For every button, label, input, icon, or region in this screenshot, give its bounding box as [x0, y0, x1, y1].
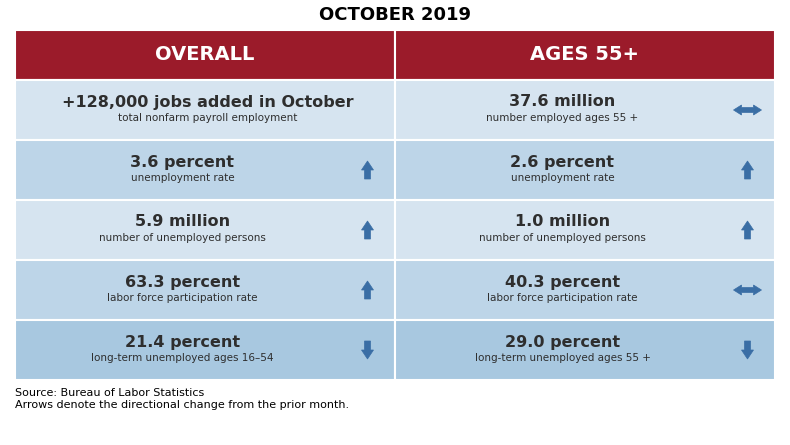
Polygon shape — [733, 285, 762, 295]
Polygon shape — [362, 341, 374, 359]
FancyBboxPatch shape — [15, 30, 395, 80]
FancyBboxPatch shape — [395, 320, 775, 380]
Text: OCTOBER 2019: OCTOBER 2019 — [319, 6, 471, 24]
Text: unemployment rate: unemployment rate — [130, 173, 235, 183]
FancyBboxPatch shape — [395, 140, 775, 200]
FancyBboxPatch shape — [15, 260, 395, 320]
FancyBboxPatch shape — [395, 30, 775, 80]
Text: number of unemployed persons: number of unemployed persons — [99, 233, 266, 243]
Text: total nonfarm payroll employment: total nonfarm payroll employment — [118, 113, 297, 123]
FancyBboxPatch shape — [15, 140, 395, 200]
Polygon shape — [362, 161, 374, 179]
FancyBboxPatch shape — [395, 80, 775, 140]
Text: OVERALL: OVERALL — [156, 45, 254, 65]
Text: number of unemployed persons: number of unemployed persons — [479, 233, 646, 243]
Text: labor force participation rate: labor force participation rate — [107, 293, 258, 303]
Text: unemployment rate: unemployment rate — [510, 173, 615, 183]
Text: labor force participation rate: labor force participation rate — [487, 293, 638, 303]
FancyBboxPatch shape — [15, 320, 395, 380]
FancyBboxPatch shape — [395, 200, 775, 260]
Text: 29.0 percent: 29.0 percent — [505, 335, 620, 349]
Text: 1.0 million: 1.0 million — [515, 214, 610, 230]
Text: 21.4 percent: 21.4 percent — [125, 335, 240, 349]
Polygon shape — [733, 105, 762, 115]
Text: 2.6 percent: 2.6 percent — [510, 154, 615, 170]
Polygon shape — [742, 341, 754, 359]
FancyBboxPatch shape — [15, 200, 395, 260]
Text: 40.3 percent: 40.3 percent — [505, 275, 620, 290]
Text: long-term unemployed ages 16–54: long-term unemployed ages 16–54 — [92, 353, 274, 363]
Text: 5.9 million: 5.9 million — [135, 214, 230, 230]
Polygon shape — [742, 161, 754, 179]
Polygon shape — [362, 281, 374, 299]
Text: 37.6 million: 37.6 million — [510, 94, 615, 109]
FancyBboxPatch shape — [15, 80, 395, 140]
Text: Source: Bureau of Labor Statistics: Source: Bureau of Labor Statistics — [15, 388, 205, 398]
Text: long-term unemployed ages 55 +: long-term unemployed ages 55 + — [475, 353, 650, 363]
Text: 63.3 percent: 63.3 percent — [125, 275, 240, 290]
Text: Arrows denote the directional change from the prior month.: Arrows denote the directional change fro… — [15, 400, 349, 410]
Polygon shape — [362, 221, 374, 239]
Polygon shape — [742, 221, 754, 239]
Text: 3.6 percent: 3.6 percent — [130, 154, 235, 170]
Text: AGES 55+: AGES 55+ — [531, 45, 639, 65]
Text: +128,000 jobs added in October: +128,000 jobs added in October — [62, 94, 353, 109]
Text: number employed ages 55 +: number employed ages 55 + — [487, 113, 638, 123]
FancyBboxPatch shape — [395, 260, 775, 320]
